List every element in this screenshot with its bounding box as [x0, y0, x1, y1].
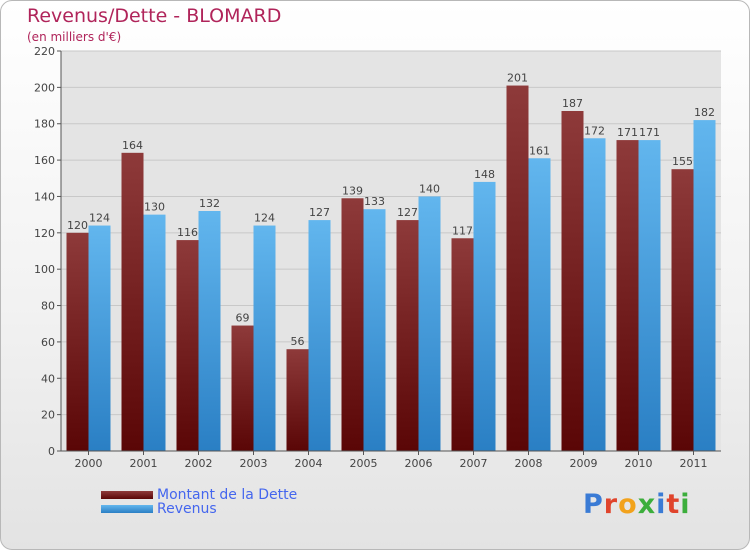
logo-letter: x: [637, 489, 657, 520]
data-label-debt: 187: [562, 97, 583, 110]
data-label-debt: 155: [672, 155, 693, 168]
data-label-debt: 201: [507, 72, 528, 85]
legend-label-debt: Montant de la Dette: [157, 487, 298, 503]
y-tick-label: 0: [48, 445, 55, 458]
x-tick-label: 2009: [570, 457, 598, 470]
logo-letter: i: [656, 489, 667, 520]
data-label-debt: 120: [67, 219, 88, 232]
bar-debt[interactable]: [121, 152, 144, 451]
legend-swatch-debt: [101, 491, 153, 499]
bar-revenue[interactable]: [198, 211, 221, 451]
x-tick-label: 2001: [130, 457, 158, 470]
legend-item-debt: Montant de la Dette: [101, 487, 298, 503]
legend-item-revenue: Revenus: [101, 501, 217, 517]
y-tick-label: 120: [34, 227, 55, 240]
data-label-revenue: 140: [419, 182, 440, 195]
x-tick-label: 2011: [680, 457, 708, 470]
y-tick-label: 20: [41, 409, 55, 422]
bar-debt[interactable]: [561, 111, 584, 451]
data-label-debt: 171: [617, 126, 638, 139]
data-label-debt: 127: [397, 206, 418, 219]
logo-letter: r: [603, 489, 619, 520]
y-tick-label: 200: [34, 81, 55, 94]
data-label-revenue: 130: [144, 201, 165, 214]
data-label-debt: 116: [177, 226, 198, 239]
y-tick-label: 140: [34, 190, 55, 203]
x-tick-label: 2000: [75, 457, 103, 470]
x-tick-label: 2008: [515, 457, 543, 470]
bar-revenue[interactable]: [143, 214, 166, 451]
plot-area: [61, 51, 721, 451]
y-tick-label: 80: [41, 300, 55, 313]
bar-revenue[interactable]: [638, 140, 661, 451]
data-label-debt: 117: [452, 224, 473, 237]
x-tick-label: 2004: [295, 457, 323, 470]
data-label-revenue: 171: [639, 126, 660, 139]
x-tick-label: 2006: [405, 457, 433, 470]
x-tick-label: 2007: [460, 457, 488, 470]
data-label-debt: 56: [291, 335, 305, 348]
bar-revenue[interactable]: [308, 220, 331, 451]
y-tick-label: 60: [41, 336, 55, 349]
chart-unit-label: (en milliers d'€): [27, 30, 122, 44]
bar-debt[interactable]: [616, 140, 639, 451]
y-tick-label: 160: [34, 154, 55, 167]
bar-revenue[interactable]: [693, 120, 716, 451]
data-label-debt: 139: [342, 184, 363, 197]
data-label-revenue: 148: [474, 168, 495, 181]
data-label-revenue: 172: [584, 124, 605, 137]
data-label-revenue: 182: [694, 106, 715, 119]
proxiti-logo[interactable]: Proxiti: [583, 489, 691, 520]
x-tick-label: 2003: [240, 457, 268, 470]
data-label-revenue: 127: [309, 206, 330, 219]
y-tick-label: 180: [34, 118, 55, 131]
data-label-revenue: 132: [199, 197, 220, 210]
bar-debt[interactable]: [506, 85, 529, 451]
bar-debt[interactable]: [396, 220, 419, 451]
data-label-revenue: 161: [529, 144, 550, 157]
bar-debt[interactable]: [286, 349, 309, 451]
logo-letter: t: [666, 489, 681, 520]
bar-revenue[interactable]: [583, 138, 606, 452]
bar-revenue[interactable]: [253, 225, 276, 451]
bar-revenue[interactable]: [473, 181, 496, 451]
bar-debt[interactable]: [341, 198, 364, 451]
bar-debt[interactable]: [66, 232, 89, 451]
y-tick-label: 220: [34, 45, 55, 58]
bar-revenue[interactable]: [418, 196, 441, 451]
data-label-debt: 69: [236, 312, 250, 325]
x-tick-label: 2010: [625, 457, 653, 470]
bar-revenue[interactable]: [88, 225, 111, 451]
chart-title: Revenus/Dette - BLOMARD: [27, 5, 282, 27]
data-label-revenue: 124: [89, 212, 110, 225]
logo-letter: P: [583, 489, 604, 520]
legend-swatch-revenue: [101, 505, 153, 513]
bar-debt[interactable]: [671, 169, 694, 451]
legend-label-revenue: Revenus: [157, 501, 217, 517]
bar-revenue[interactable]: [528, 158, 551, 452]
y-tick-label: 100: [34, 263, 55, 276]
data-label-debt: 164: [122, 139, 143, 152]
bar-revenue[interactable]: [363, 209, 386, 451]
data-label-revenue: 133: [364, 195, 385, 208]
logo-letter: o: [618, 489, 638, 520]
bar-debt[interactable]: [451, 238, 474, 451]
x-tick-label: 2005: [350, 457, 378, 470]
x-tick-label: 2002: [185, 457, 213, 470]
logo-letter: i: [680, 489, 691, 520]
bar-debt[interactable]: [231, 325, 254, 451]
bar-debt[interactable]: [176, 240, 199, 451]
data-label-revenue: 124: [254, 212, 275, 225]
y-tick-label: 40: [41, 372, 55, 385]
